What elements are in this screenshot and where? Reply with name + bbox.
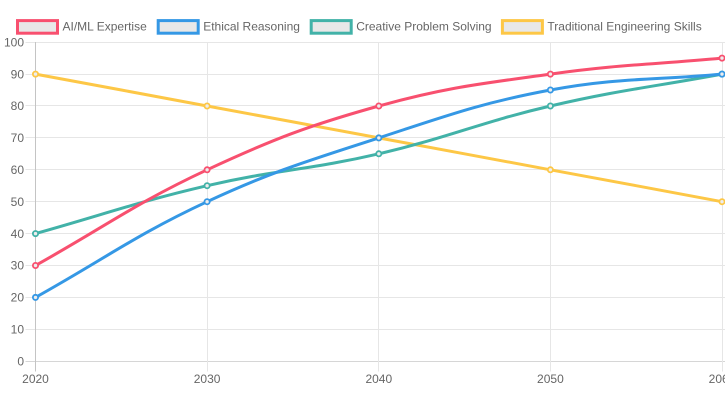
svg-text:20: 20 xyxy=(11,291,25,305)
svg-text:70: 70 xyxy=(11,131,25,145)
svg-text:Creative Problem Solving: Creative Problem Solving xyxy=(356,20,491,34)
svg-text:60: 60 xyxy=(11,163,25,177)
svg-text:2020: 2020 xyxy=(22,372,49,386)
svg-text:0: 0 xyxy=(17,354,24,368)
svg-text:2060: 2060 xyxy=(709,372,725,386)
svg-text:100: 100 xyxy=(4,35,24,49)
svg-text:30: 30 xyxy=(11,259,25,273)
svg-text:AI/ML Expertise: AI/ML Expertise xyxy=(63,20,148,34)
svg-text:Ethical Reasoning: Ethical Reasoning xyxy=(203,20,300,34)
svg-text:2040: 2040 xyxy=(365,372,392,386)
svg-text:50: 50 xyxy=(11,195,25,209)
svg-text:2050: 2050 xyxy=(537,372,564,386)
svg-text:Traditional Engineering Skills: Traditional Engineering Skills xyxy=(547,20,701,34)
svg-text:2030: 2030 xyxy=(194,372,221,386)
svg-text:40: 40 xyxy=(11,227,25,241)
svg-text:10: 10 xyxy=(11,323,25,337)
svg-text:80: 80 xyxy=(11,99,25,113)
svg-text:90: 90 xyxy=(11,67,25,81)
